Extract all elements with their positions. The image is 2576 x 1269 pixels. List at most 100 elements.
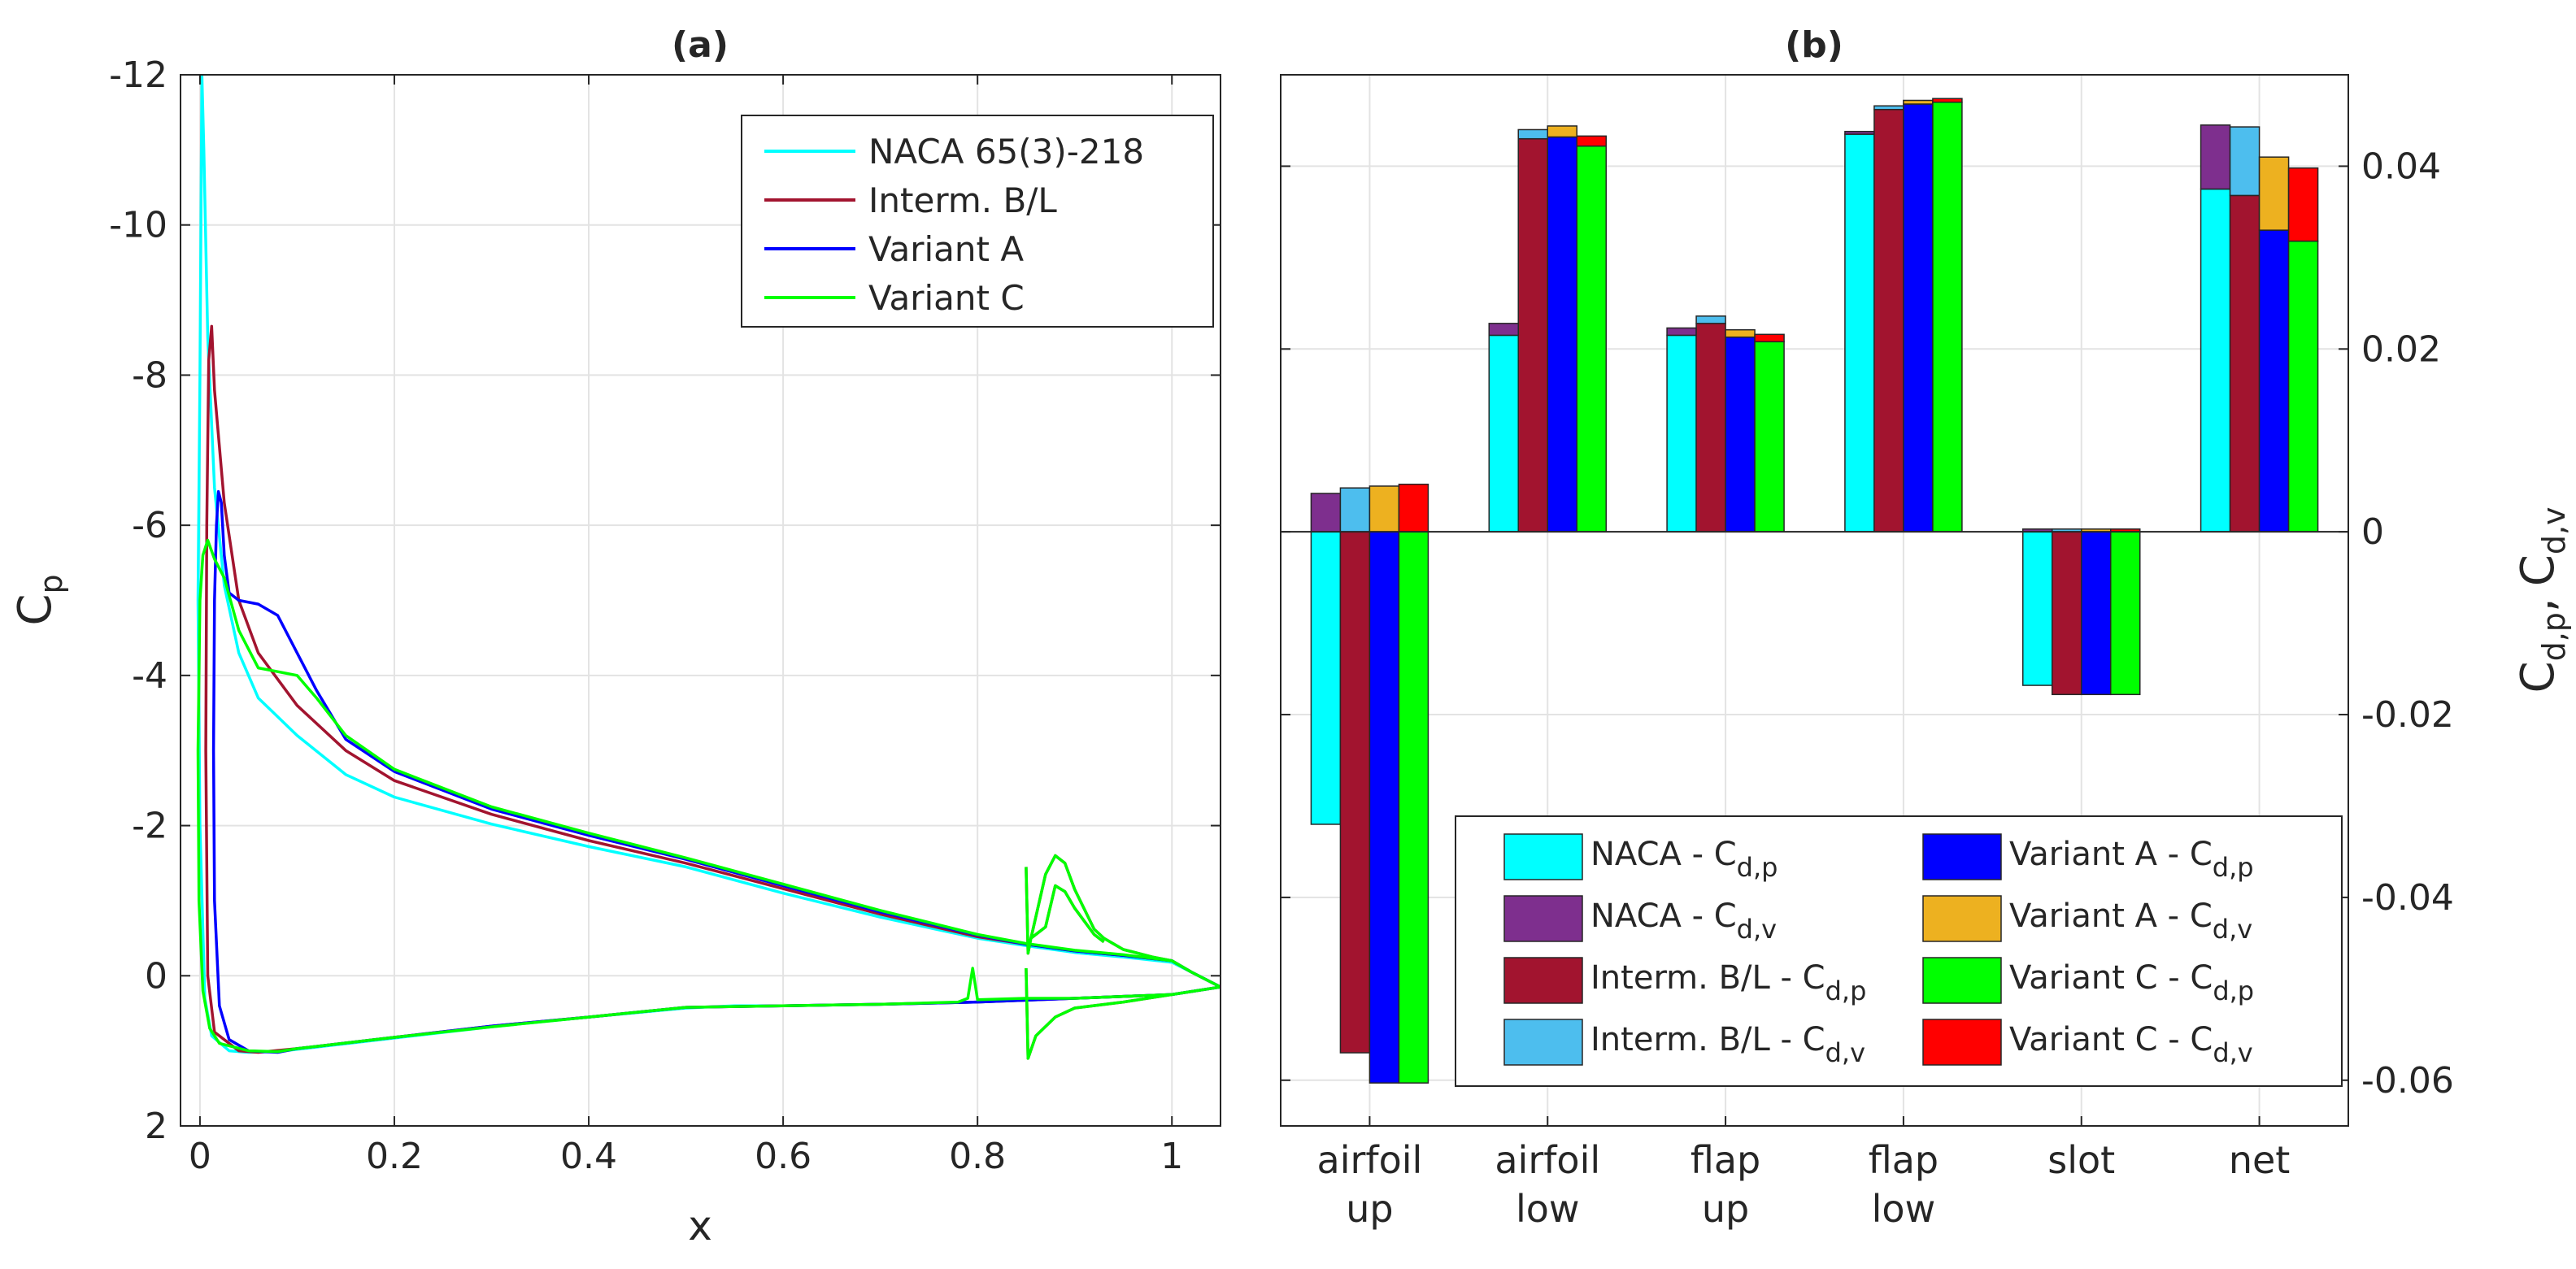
bar-cdp (1873, 108, 1904, 532)
legend-entry-label: Interm. B/L - Cd,p (1590, 959, 1866, 1006)
bar-cdp (1398, 531, 1429, 1084)
svg-text:Cd,p,Cd,v: Cd,p, Cd,v (2512, 506, 2572, 693)
bar-cdv (1488, 323, 1519, 337)
bar-cdp (2287, 240, 2319, 532)
panel-a-cp-plot: 0 0.2 0.4 0.6 0.8 1-12-10-8-6-4-202 (a) x Cp … (9, 24, 1221, 1249)
panel-b-drag-bars: -0.06 -0.04 -0.02 0 0.02 0.04 airfoil up airfoil… (1280, 24, 2572, 1231)
bar-cdp (2081, 531, 2112, 696)
legend-entry-label: Interm. B/L (868, 180, 1057, 220)
panel-b-xtick-label-line2: up (1702, 1187, 1749, 1231)
panel-a-ylabel-sub: p (33, 574, 69, 593)
bar-cdv (1547, 125, 1577, 138)
bar-cdp (1725, 336, 1756, 532)
legend-entry-label: NACA - Cd,v (1590, 897, 1777, 945)
panel-a-xtick-label: 0 (189, 1136, 211, 1177)
bar-cdp (2258, 229, 2290, 532)
panel-a-title: (a) (672, 24, 729, 66)
panel-b-ylabel-sub1: d,p (2536, 612, 2572, 661)
panel-a-ytick-label: -10 (109, 205, 168, 246)
bar-cdp (1310, 531, 1342, 825)
bar-cdv (1725, 328, 1756, 338)
legend-color-swatch (1922, 833, 2002, 880)
bar-cdp (1517, 137, 1548, 532)
panel-a-xtick-label: 0.8 (949, 1136, 1006, 1177)
bar-cdv (1903, 99, 1934, 105)
panel-b-xtick-label-line2: up (1346, 1187, 1393, 1231)
panel-b-xtick-label: airfoil (1317, 1138, 1423, 1182)
bar-cdv (1695, 315, 1726, 324)
panel-a-ytick-label: -6 (132, 505, 168, 546)
bar-cdv (1339, 487, 1371, 532)
legend-entry-label: Variant C (868, 278, 1025, 318)
panel-b-ticks: -0.06 -0.04 -0.02 0 0.02 0.04 airfoil up airfoil… (1281, 146, 2454, 1231)
panel-a-ytick-label: 0 (145, 955, 168, 997)
panel-b-ylabel-sub2: d,v (2536, 506, 2572, 554)
bar-cdv (1754, 333, 1785, 343)
panel-b-ytick-label: 0.02 (2361, 328, 2441, 370)
panel-b-ylabel-main1: C (2512, 661, 2565, 693)
legend-color-swatch (1922, 895, 2002, 942)
panel-a-xtick-label: 0.4 (560, 1136, 617, 1177)
panel-b-ylabel-main2: C (2512, 554, 2565, 586)
legend-entry-label: Variant A - Cd,p (2009, 836, 2254, 883)
panel-b-legend: NACA - Cd,p NACA - Cd,v Interm. B/L - Cd,p… (1455, 815, 2343, 1087)
bar-cdp (2110, 531, 2141, 696)
panel-b-ytick-label: 0 (2361, 511, 2384, 553)
panel-a-ylabel-main: C (9, 594, 62, 626)
panel-b-xtick-label-line2: low (1516, 1187, 1580, 1231)
panel-b-title: (b) (1785, 24, 1843, 66)
bar-cdp (1844, 133, 1875, 532)
panel-a-legend: NACA 65(3)-218 Interm. B/L Variant A Varian… (741, 115, 1214, 328)
legend-entry-label: NACA 65(3)-218 (868, 132, 1144, 172)
bar-cdp (2200, 188, 2231, 532)
legend-entry-label: Variant C - Cd,p (2009, 959, 2254, 1006)
bar-cdp (1488, 334, 1519, 532)
bar-cdp (1903, 103, 1934, 532)
legend-color-swatch (1922, 1019, 2002, 1066)
panel-b-xtick-label: net (2229, 1138, 2291, 1182)
svg-text:Cp: Cp (9, 574, 69, 625)
legend-color-swatch (1503, 957, 1583, 1004)
bar-cdp (1547, 136, 1577, 532)
bar-cdv (1844, 130, 1875, 135)
bar-cdp (1368, 531, 1400, 1084)
panel-a-xtick-label: 0.6 (755, 1136, 812, 1177)
bar-cdv (1666, 327, 1697, 337)
panel-a-ticks: 0 0.2 0.4 0.6 0.8 1-12-10-8-6-4-202 (109, 54, 1221, 1177)
bar-cdv (2287, 167, 2319, 242)
panel-a-ytick-label: -2 (132, 806, 168, 847)
legend-entry-label: NACA - Cd,p (1590, 836, 1778, 883)
panel-b-ytick-label: 0.04 (2361, 146, 2441, 187)
panel-b-ytick-label: -0.02 (2361, 694, 2454, 736)
legend-entry-label: Variant C - Cd,v (2009, 1021, 2253, 1068)
bar-cdp (1754, 341, 1785, 532)
bar-cdv (1517, 128, 1548, 140)
panel-b-xtick-label: slot (2047, 1138, 2115, 1182)
legend-color-swatch (1503, 895, 1583, 942)
legend-entry-label: Variant A - Cd,v (2009, 897, 2252, 945)
panel-a-ytick-label: -8 (132, 354, 168, 396)
legend-color-swatch (1922, 957, 2002, 1004)
panel-a-xtick-label: 1 (1160, 1136, 1183, 1177)
panel-b-xtick-label: flap (1869, 1138, 1939, 1182)
panel-a-ylabel: Cp (9, 574, 69, 625)
bar-cdv (1932, 98, 1963, 103)
bar-cdv (2258, 156, 2290, 231)
series-line (1025, 854, 1173, 963)
bar-cdp (1576, 145, 1607, 532)
panel-b-xtick-label-line2: low (1872, 1187, 1936, 1231)
bar-cdp (1695, 323, 1726, 532)
panel-b-bars (1281, 98, 2348, 1084)
series-line (196, 538, 1221, 1054)
panel-b-ytick-label: -0.04 (2361, 877, 2454, 919)
panel-b-ytick-label: -0.06 (2361, 1060, 2454, 1102)
legend-color-swatch (1503, 833, 1583, 880)
bar-cdv (1310, 493, 1342, 532)
bar-cdp (2229, 194, 2261, 532)
series-line (1025, 967, 1173, 1060)
panel-a-series-lines (196, 75, 1221, 1060)
bar-cdv (1398, 483, 1429, 532)
panel-b-axes-box (1280, 74, 2349, 1127)
bar-cdv (1368, 485, 1400, 532)
